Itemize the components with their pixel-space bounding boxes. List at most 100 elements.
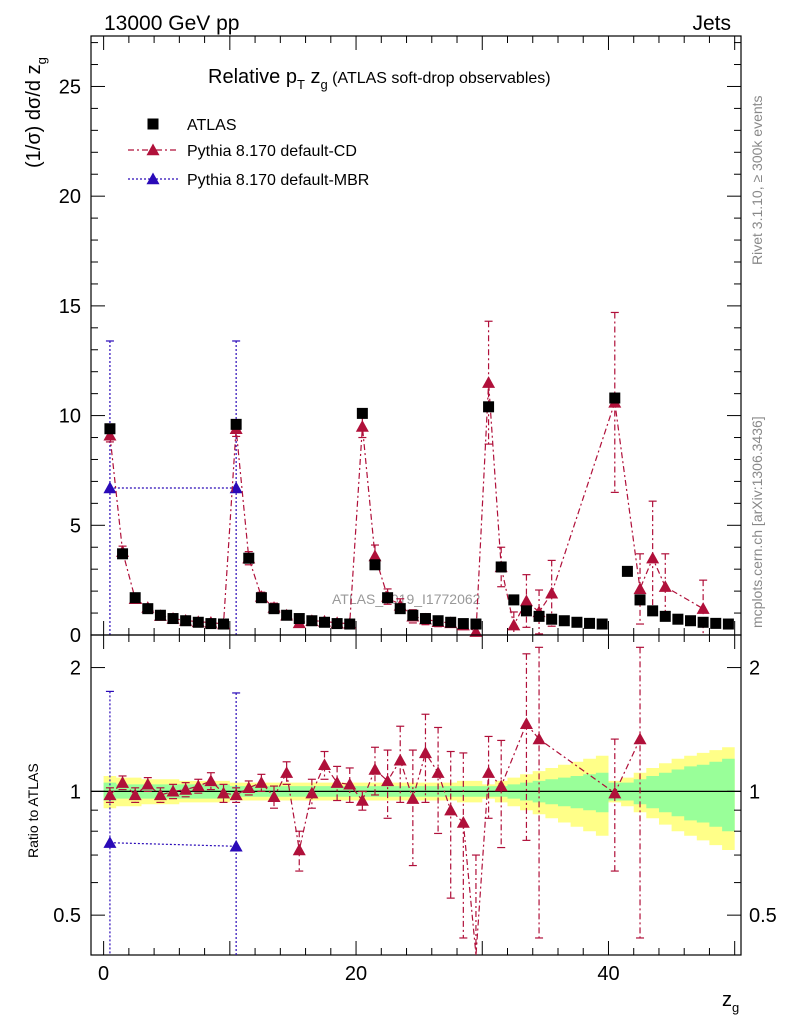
ratio-cd-series-point bbox=[532, 732, 546, 745]
legend-cd-marker bbox=[146, 143, 160, 156]
ratio-cd-series-point bbox=[317, 758, 331, 771]
main-ytick-label: 5 bbox=[70, 515, 81, 537]
atlas-point bbox=[596, 618, 608, 630]
atlas-point bbox=[382, 592, 394, 604]
atlas-point bbox=[331, 618, 343, 630]
atlas-point bbox=[268, 603, 280, 615]
cd-series-point bbox=[469, 625, 483, 637]
ratio-cd-series-point bbox=[343, 777, 357, 790]
ratio-ytick-label-right: 1 bbox=[749, 781, 760, 803]
legend-entry-label: Pythia 8.170 default-MBR bbox=[187, 172, 369, 189]
title-sub-t: T bbox=[297, 77, 305, 92]
ratio-mbr-series-point bbox=[229, 839, 243, 852]
ratio-mbr-series-point bbox=[103, 836, 117, 848]
ratio-ytick-label: 0.5 bbox=[53, 905, 81, 927]
ratio-cd-series-point bbox=[305, 786, 319, 799]
ratio-cd-series-point bbox=[456, 815, 470, 828]
header-left: 13000 GeV pp bbox=[104, 12, 239, 35]
atlas-point bbox=[495, 561, 507, 573]
atlas-point bbox=[281, 609, 293, 621]
title-var: z bbox=[305, 66, 321, 88]
atlas-point bbox=[306, 615, 318, 627]
cd-series-point bbox=[507, 618, 521, 631]
atlas-point bbox=[394, 603, 406, 615]
atlas-point bbox=[445, 616, 457, 628]
ratio-cd-series-point bbox=[494, 779, 508, 792]
atlas-point bbox=[634, 594, 646, 606]
cd-series-point bbox=[355, 420, 369, 432]
header-right: Jets bbox=[692, 12, 731, 35]
ratio-cd-series-line bbox=[109, 722, 641, 956]
ratio-cd-series-point bbox=[267, 790, 281, 802]
xtick-label: 40 bbox=[597, 963, 619, 985]
title-suffix: (ATLAS soft-drop observables) bbox=[328, 70, 551, 87]
ratio-ylabel: Ratio to ATLAS bbox=[25, 763, 41, 858]
main-ytick-label: 25 bbox=[59, 76, 81, 98]
atlas-point bbox=[722, 618, 734, 630]
atlas-point bbox=[230, 418, 242, 430]
ratio-ytick-label-right: 2 bbox=[749, 658, 760, 680]
cd-series-point bbox=[646, 551, 660, 564]
x-axis-label: zg bbox=[722, 989, 739, 1015]
main-ytick-label: 0 bbox=[70, 625, 81, 647]
atlas-point bbox=[470, 618, 482, 630]
ratio-cd-series-point bbox=[217, 786, 231, 799]
atlas-point bbox=[483, 401, 495, 413]
ratio-cd-series-point bbox=[141, 777, 155, 790]
atlas-point bbox=[318, 616, 330, 628]
atlas-point bbox=[407, 609, 419, 621]
ratio-cd-series-point bbox=[229, 788, 243, 801]
cd-series-point bbox=[658, 580, 672, 592]
legend-entry-label: Pythia 8.170 default-CD bbox=[187, 143, 357, 160]
ratio-band-outer bbox=[103, 747, 735, 850]
atlas-point bbox=[571, 616, 583, 628]
ratio-cd-series-point bbox=[292, 843, 306, 856]
atlas-point bbox=[255, 592, 267, 604]
atlas-point bbox=[621, 565, 633, 577]
atlas-point bbox=[104, 423, 116, 435]
ratio-cd-series-point bbox=[406, 792, 420, 804]
atlas-point bbox=[533, 610, 545, 622]
cd-series-point bbox=[545, 586, 559, 599]
rivet-label: Rivet 3.1.10, ≥ 300k events bbox=[749, 95, 765, 265]
xtick-label: 0 bbox=[98, 963, 109, 985]
atlas-point bbox=[508, 594, 520, 606]
atlas-point bbox=[697, 616, 709, 628]
atlas-point bbox=[117, 548, 129, 560]
legend-mbr-marker bbox=[146, 172, 160, 185]
atlas-point bbox=[167, 613, 179, 625]
ratio-cd-series-point bbox=[482, 766, 496, 778]
ratio-ytick-label: 1 bbox=[70, 781, 81, 803]
atlas-point bbox=[457, 618, 469, 630]
ratio-ytick-label: 2 bbox=[70, 658, 81, 680]
ratio-cd-series-point bbox=[633, 732, 647, 745]
ratio-frame bbox=[90, 634, 742, 956]
ratio-cd-series-point bbox=[368, 763, 382, 775]
ratio-cd-series-point bbox=[330, 776, 344, 788]
atlas-point bbox=[710, 617, 722, 629]
main-ytick-label: 15 bbox=[59, 296, 81, 318]
atlas-point bbox=[205, 618, 217, 630]
ratio-cd-series-point bbox=[242, 781, 256, 794]
ratio-cd-series-point bbox=[116, 776, 130, 788]
ratio-cd-series-point bbox=[608, 786, 622, 799]
ratio-cd-series-point bbox=[153, 788, 167, 801]
atlas-point bbox=[129, 592, 141, 604]
atlas-point bbox=[609, 392, 621, 404]
atlas-point bbox=[672, 613, 684, 625]
cd-series-point bbox=[368, 549, 382, 562]
ratio-cd-series-point bbox=[128, 788, 142, 801]
main-ytick-label: 10 bbox=[59, 406, 81, 428]
ratio-ytick-label-right: 0.5 bbox=[749, 905, 777, 927]
ratio-cd-series-point bbox=[381, 774, 395, 787]
ratio-mbr-series-line bbox=[109, 842, 237, 847]
ratio-cd-series-point bbox=[254, 776, 268, 788]
ratio-cd-series-point bbox=[393, 753, 407, 766]
atlas-point bbox=[558, 615, 570, 627]
legend: ATLAS Pythia 8.170 default-CD Pythia 8.170… bbox=[128, 117, 369, 189]
atlas-point bbox=[154, 609, 166, 621]
title-sub-g: g bbox=[320, 77, 327, 92]
atlas-point bbox=[293, 613, 305, 625]
ratio-cd-series-point bbox=[280, 766, 294, 778]
